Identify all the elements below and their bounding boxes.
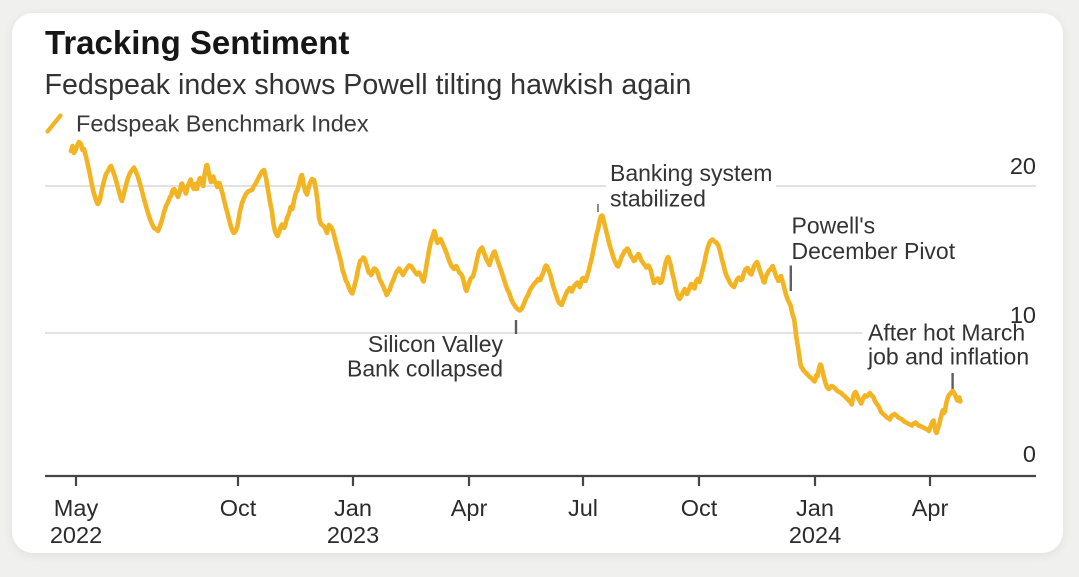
svg-text:Apr: Apr [912,495,949,521]
svg-text:Silicon Valley: Silicon Valley [368,331,504,357]
svg-text:job and inflation: job and inflation [867,344,1029,370]
svg-text:Tracking Sentiment: Tracking Sentiment [45,24,349,61]
svg-text:Powell's: Powell's [792,213,876,239]
svg-text:2024: 2024 [789,522,841,548]
svg-text:December Pivot: December Pivot [792,238,956,264]
svg-text:Jan: Jan [796,495,834,521]
svg-text:May: May [54,495,99,521]
svg-text:Banking system: Banking system [610,160,772,186]
svg-text:20: 20 [1010,153,1036,179]
svg-text:Oct: Oct [220,495,257,521]
svg-text:Jan: Jan [334,495,372,521]
svg-text:Fedspeak index shows Powell ti: Fedspeak index shows Powell tilting hawk… [45,69,692,101]
svg-text:0: 0 [1023,441,1036,467]
svg-text:Fedspeak Benchmark Index: Fedspeak Benchmark Index [76,111,369,137]
svg-text:Bank collapsed: Bank collapsed [347,356,503,382]
svg-text:2022: 2022 [50,522,102,548]
svg-text:stabilized: stabilized [610,186,706,212]
svg-text:10: 10 [1010,302,1036,328]
svg-text:2023: 2023 [327,522,379,548]
svg-text:Apr: Apr [451,495,488,521]
svg-text:Oct: Oct [681,495,718,521]
svg-text:Jul: Jul [568,495,598,521]
svg-text:After hot March: After hot March [868,320,1025,346]
